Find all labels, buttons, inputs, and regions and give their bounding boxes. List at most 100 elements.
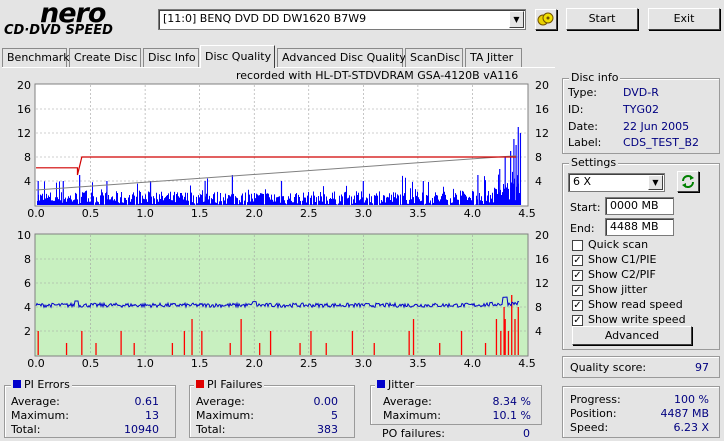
progress-group: Progress: 100 % Position: 4487 MB Speed:… xyxy=(562,386,720,438)
y-right-tick-label: 4 xyxy=(535,175,542,188)
checkbox-show-c1-pie[interactable]: ✓ xyxy=(572,255,583,266)
refresh-button[interactable] xyxy=(677,171,699,192)
settings-title: Settings xyxy=(569,156,619,169)
x-tick-label: 3.0 xyxy=(355,357,373,370)
checkbox-show-jitter[interactable]: ✓ xyxy=(572,285,583,296)
pi-errors-total-label: Total: xyxy=(11,423,41,436)
quality-score-value: 97 xyxy=(695,361,709,374)
checkbox-show-read-speed[interactable]: ✓ xyxy=(572,300,583,311)
pi-errors-maximum-value: 13 xyxy=(145,409,159,422)
checkbox-label[interactable]: Quick scan xyxy=(588,238,649,251)
tab-ta-jitter[interactable]: TA Jitter xyxy=(465,48,522,67)
x-tick-label: 2.0 xyxy=(245,357,263,370)
tab-disc-quality[interactable]: Disc Quality xyxy=(200,45,275,68)
write-speed-line xyxy=(36,156,517,176)
tab-panel-border xyxy=(2,67,555,68)
position-label: Position: xyxy=(570,407,617,420)
y-right-tick-label: 16 xyxy=(535,103,549,116)
checkbox-label[interactable]: Show C1/PIE xyxy=(588,253,657,266)
tab-create-disc[interactable]: Create Disc xyxy=(69,48,141,67)
pi-failures-y-left-ticks: 10 8 6 4 2 xyxy=(17,229,31,338)
pi-errors-maximum-label: Maximum: xyxy=(11,409,69,422)
progress-value: 100 % xyxy=(674,393,709,406)
checkbox-show-c2-pif[interactable]: ✓ xyxy=(572,270,583,281)
drive-select-value: [11:0] BENQ DVD DD DW1620 B7W9 xyxy=(163,12,367,25)
x-tick-label: 0.0 xyxy=(27,357,45,370)
y-right-tick-label: 8 xyxy=(535,301,542,314)
pi-failures-x-ticks: 0.0 0.5 1.0 1.5 2.0 2.5 3.0 3.5 4.0 4.5 xyxy=(27,357,536,370)
speed-label: Speed: xyxy=(570,421,609,434)
jitter-line xyxy=(35,296,520,310)
tab-disc-info[interactable]: Disc Info xyxy=(143,48,199,67)
y-tick-label: 16 xyxy=(17,103,31,116)
pi-errors-x-ticks: 0.0 0.5 1.0 1.5 2.0 2.5 3.0 3.5 4.0 4.5 xyxy=(27,207,536,220)
y-right-tick-label: 8 xyxy=(535,151,542,164)
checkbox-quick-scan[interactable] xyxy=(572,240,583,251)
exit-button[interactable]: Exit xyxy=(648,8,720,30)
end-input-value: 4488 MB xyxy=(610,220,659,233)
end-input[interactable]: 4488 MB xyxy=(605,218,674,236)
pi-errors-y-left-ticks: 20 16 12 8 4 xyxy=(17,79,31,188)
speed-select[interactable]: 6 X ▼ xyxy=(568,173,665,192)
jitter-color-swatch xyxy=(377,380,385,388)
checkbox-label[interactable]: Show jitter xyxy=(588,283,648,296)
y-right-tick-label: 20 xyxy=(535,229,549,242)
y-tick-label: 10 xyxy=(17,229,31,242)
jitter-stats-group: Jitter Average: 8.34 % Maximum: 10.1 % xyxy=(370,378,542,425)
po-failures-value: 0 xyxy=(523,427,530,440)
disc-label-label: Label: xyxy=(568,136,602,149)
pi-failures-total-label: Total: xyxy=(196,423,226,436)
y-tick-label: 8 xyxy=(24,253,31,266)
nero-logo: nero xyxy=(40,0,106,29)
quality-score-label: Quality score: xyxy=(570,361,647,374)
checkbox-label[interactable]: Show write speed xyxy=(588,313,686,326)
disc-date-label: Date: xyxy=(568,120,598,133)
disc-info-group: Disc info Type: DVD-R ID: TYG02 Date: 22… xyxy=(562,71,720,154)
start-input[interactable]: 0000 MB xyxy=(605,197,674,215)
start-button[interactable]: Start xyxy=(566,8,638,30)
charts-svg: 20 16 12 8 4 20 16 12 8 4 0.0 0.5 1.0 1.5 2.0 2.5 3.0 3… xyxy=(17,79,549,370)
po-failures-label: PO failures: xyxy=(382,427,445,440)
refresh-icon xyxy=(682,175,694,188)
tab-advanced-disc-quality[interactable]: Advanced Disc Quality xyxy=(277,48,406,67)
x-tick-label: 3.5 xyxy=(409,357,427,370)
pi-failures-bars xyxy=(37,295,519,355)
advanced-button[interactable]: Advanced xyxy=(572,326,692,345)
x-tick-label: 4.5 xyxy=(518,207,536,220)
y-tick-label: 6 xyxy=(24,277,31,290)
tab-benchmark[interactable]: Benchmark xyxy=(2,48,70,67)
x-tick-label: 4.5 xyxy=(518,357,536,370)
y-right-tick-label: 20 xyxy=(535,79,549,92)
cd-dvd-speed-logo: CD·DVD SPEED xyxy=(4,23,113,38)
checkbox-show-write-speed[interactable]: ✓ xyxy=(572,315,583,326)
eject-button[interactable] xyxy=(535,9,557,30)
checkbox-label[interactable]: Show read speed xyxy=(588,298,683,311)
position-value: 4487 MB xyxy=(660,407,709,420)
jitter-maximum-value: 10.1 % xyxy=(492,409,531,422)
drive-select[interactable]: [11:0] BENQ DVD DD DW1620 B7W9 ▼ xyxy=(158,9,526,30)
pi-failures-maximum-label: Maximum: xyxy=(196,409,254,422)
chevron-down-icon[interactable]: ▼ xyxy=(648,175,663,190)
pi-errors-bars xyxy=(36,127,522,205)
progress-label: Progress: xyxy=(570,393,621,406)
disc-id-value: TYG02 xyxy=(623,103,659,116)
x-tick-label: 1.0 xyxy=(136,357,154,370)
x-tick-label: 0.5 xyxy=(82,207,100,220)
pi-errors-color-swatch xyxy=(13,380,21,388)
x-tick-label: 0.5 xyxy=(82,357,100,370)
pi-failures-total-value: 383 xyxy=(317,423,338,436)
x-tick-label: 3.0 xyxy=(355,207,373,220)
start-input-value: 0000 MB xyxy=(610,199,659,212)
eject-icon xyxy=(537,12,554,26)
y-tick-label: 12 xyxy=(17,127,31,140)
disc-date-value: 22 Jun 2005 xyxy=(623,120,690,133)
y-tick-label: 2 xyxy=(24,325,31,338)
x-tick-label: 4.0 xyxy=(464,207,482,220)
pi-failures-average-value: 0.00 xyxy=(313,395,339,408)
checkbox-label[interactable]: Show C2/PIF xyxy=(588,268,656,281)
x-tick-label: 2.0 xyxy=(245,207,263,220)
tab-scandisc[interactable]: ScanDisc xyxy=(405,48,463,67)
chevron-down-icon[interactable]: ▼ xyxy=(509,11,524,28)
y-tick-label: 8 xyxy=(24,151,31,164)
pi-errors-average-label: Average: xyxy=(11,395,60,408)
